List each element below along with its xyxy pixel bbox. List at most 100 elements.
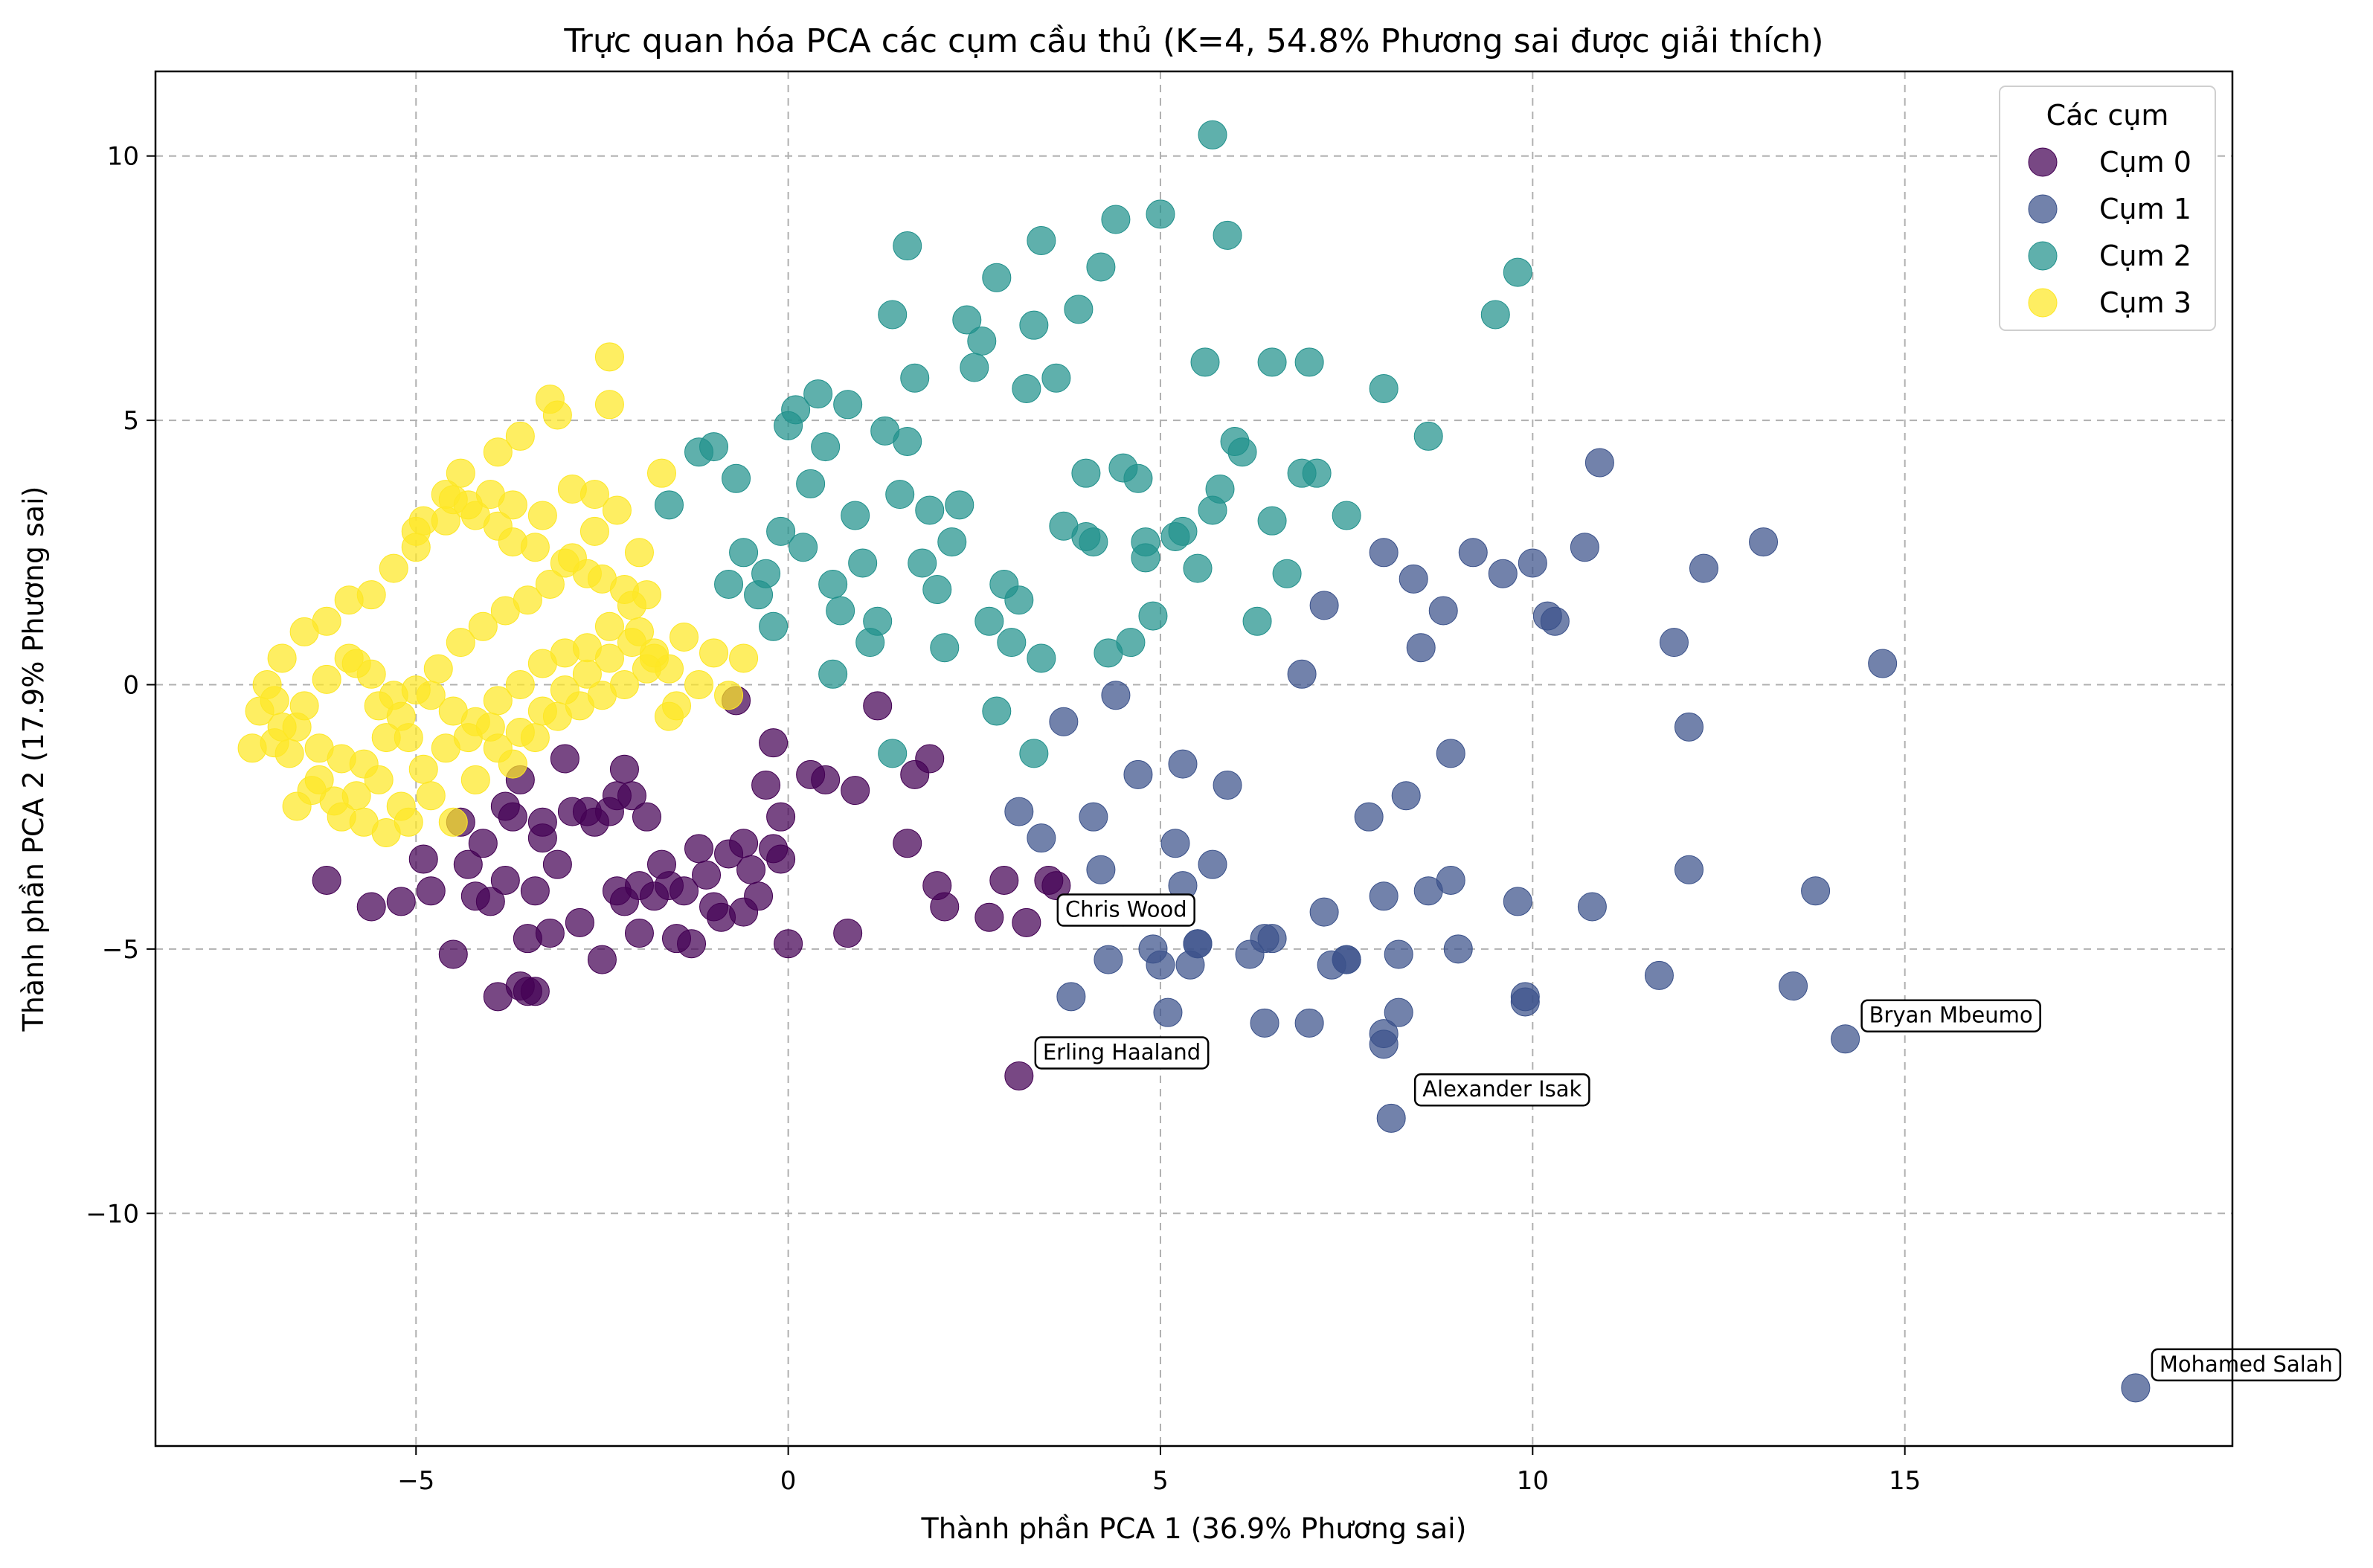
data-point <box>274 739 304 768</box>
annotation-box <box>1056 893 1195 927</box>
data-point <box>565 907 594 937</box>
data-point <box>1138 601 1168 631</box>
data-point <box>527 823 557 853</box>
data-point <box>900 363 930 393</box>
data-point <box>774 411 803 440</box>
data-point <box>1012 373 1041 403</box>
data-point <box>1309 897 1339 927</box>
data-point <box>468 611 498 641</box>
data-point <box>1428 596 1458 626</box>
data-point <box>1146 199 1175 229</box>
data-point <box>1108 453 1138 483</box>
data-point <box>1257 347 1287 377</box>
data-point <box>379 553 408 583</box>
data-point <box>632 654 661 684</box>
data-point <box>1369 373 1399 403</box>
data-point <box>289 691 319 721</box>
data-point <box>416 781 446 811</box>
data-point <box>1079 802 1108 832</box>
data-point <box>826 596 855 626</box>
data-point <box>1510 987 1540 1017</box>
data-point <box>1413 876 1443 906</box>
annotation: Erling Haaland <box>1034 1036 1210 1070</box>
data-point <box>386 701 416 731</box>
data-point <box>617 628 646 658</box>
data-point <box>550 744 579 774</box>
data-point <box>520 977 550 1006</box>
data-point <box>989 865 1019 895</box>
data-point <box>1779 971 1808 1001</box>
y-tick-label: 5 <box>123 406 139 436</box>
data-point <box>654 490 684 520</box>
x-axis-label: Thành phần PCA 1 (36.9% Phương sai) <box>921 1512 1467 1545</box>
data-point <box>602 495 632 525</box>
y-tick-label: 10 <box>107 142 139 172</box>
data-point <box>1503 887 1532 916</box>
data-point <box>766 844 796 874</box>
data-point <box>1570 533 1599 562</box>
data-point <box>982 696 1012 726</box>
data-point <box>1071 521 1101 551</box>
legend-entry: Cụm 0 <box>2099 146 2191 179</box>
data-point <box>878 739 908 768</box>
data-point <box>974 606 1004 636</box>
data-point <box>423 654 453 684</box>
data-point <box>624 538 654 568</box>
data-point <box>722 463 751 493</box>
data-point <box>692 860 722 890</box>
data-point <box>1674 855 1704 884</box>
annotation: Chris Wood <box>1056 893 1195 927</box>
data-point <box>1250 1008 1279 1038</box>
data-point <box>1131 543 1160 573</box>
data-point <box>446 628 475 658</box>
data-point <box>1399 564 1428 594</box>
data-point <box>915 744 945 774</box>
data-point <box>542 400 572 430</box>
data-point <box>1086 252 1116 282</box>
data-point <box>334 585 364 615</box>
data-point <box>893 829 922 858</box>
data-point <box>535 919 565 948</box>
data-point <box>453 490 483 520</box>
data-point <box>1227 437 1257 467</box>
data-point <box>1041 363 1071 393</box>
legend-marker <box>2028 147 2058 177</box>
annotation-label: Bryan Mbeumo <box>1869 1003 2033 1028</box>
data-point <box>744 881 774 911</box>
x-tick-label: 10 <box>1517 1466 1549 1496</box>
data-point <box>1749 527 1779 557</box>
data-point <box>431 506 460 536</box>
data-point <box>1101 205 1131 234</box>
data-point <box>408 754 438 784</box>
data-point <box>594 342 624 372</box>
data-point <box>1376 1103 1406 1133</box>
data-point <box>848 548 878 578</box>
data-point <box>535 569 565 599</box>
annotation-box <box>1413 1073 1590 1107</box>
data-point <box>416 876 446 906</box>
scatter-points <box>237 120 2151 1403</box>
data-point <box>1198 849 1227 879</box>
data-point <box>729 538 759 568</box>
legend-marker <box>2028 288 2058 318</box>
data-point <box>893 231 922 261</box>
data-point <box>1458 538 1488 568</box>
data-point <box>1101 681 1131 710</box>
annotation-label: Erling Haaland <box>1043 1039 1201 1064</box>
data-point <box>766 802 796 832</box>
chart-title: Trực quan hóa PCA các cụm cầu thủ (K=4, … <box>563 22 1823 60</box>
data-point <box>1041 871 1071 901</box>
data-point <box>922 575 952 605</box>
data-point <box>915 495 945 525</box>
data-point <box>505 669 535 699</box>
data-point <box>1294 347 1324 377</box>
data-point <box>930 892 960 922</box>
data-point <box>572 659 602 689</box>
series-1 <box>1004 448 2151 1403</box>
data-point <box>289 617 319 646</box>
data-point <box>908 548 937 578</box>
y-axis-label: Thành phần PCA 2 (17.9% Phương sai) <box>17 486 50 1032</box>
data-point <box>766 516 796 546</box>
legend-marker <box>2028 241 2058 271</box>
annotation-box <box>2151 1348 2342 1382</box>
